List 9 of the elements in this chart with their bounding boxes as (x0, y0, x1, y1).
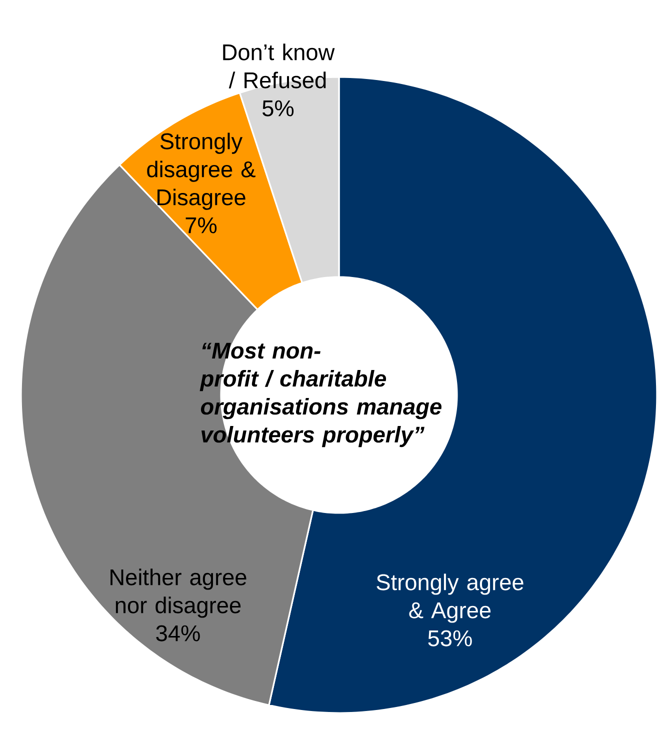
data-label: 53% (428, 630, 472, 646)
slice-label: Strongly agree & Agree (376, 574, 524, 623)
text: “Most non-profit / charitable organisations manage volunteers properly” (200, 342, 442, 448)
data-label: 5% (262, 100, 294, 116)
slice-label: Strongly disagree & Disagree (147, 132, 256, 210)
data-label: 7% (186, 217, 217, 234)
slice-label: Don’t know / Refused (223, 44, 335, 88)
slice-label: Neither agree nor disagree (110, 568, 246, 618)
data-label: 34% (156, 625, 200, 642)
